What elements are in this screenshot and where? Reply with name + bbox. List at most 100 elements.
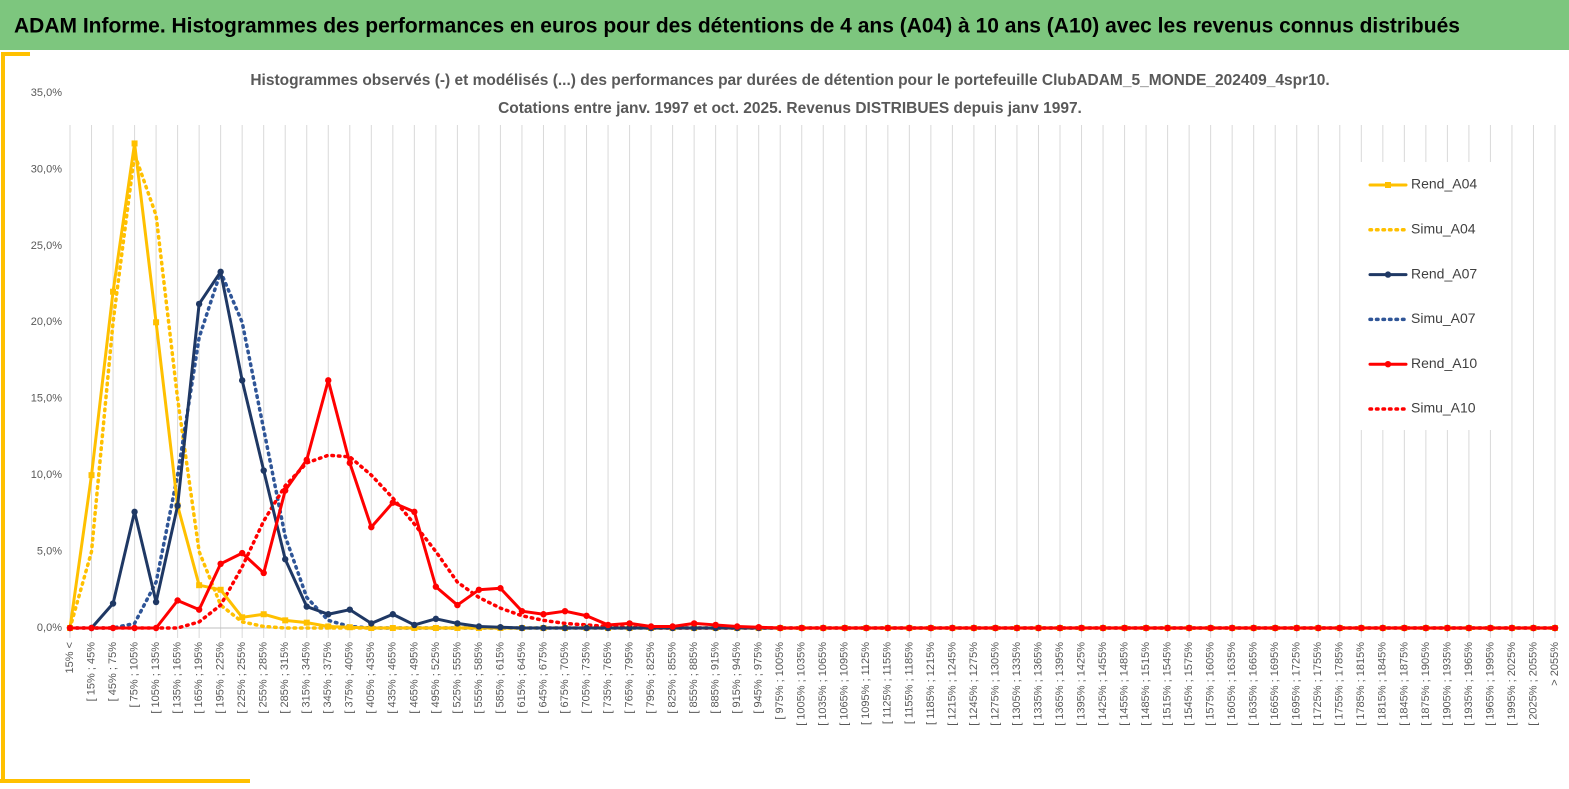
- point: [733, 623, 741, 630]
- y-tick-label: 30,0%: [31, 163, 62, 175]
- point: [174, 502, 181, 509]
- point: [906, 624, 913, 632]
- page-title: ADAM Informe. Histogrammes des performan…: [14, 15, 1460, 38]
- x-tick-label: [ 1965% ; 1995%: [1484, 642, 1496, 726]
- x-tick-label: 15% <: [64, 642, 76, 674]
- x-tick-label: [ 1455% ; 1485%: [1118, 642, 1130, 726]
- legend-marker: [1385, 182, 1391, 188]
- x-tick-label: [ 225% ; 255%: [236, 642, 248, 714]
- x-tick-label: [ 135% ; 165%: [172, 642, 184, 714]
- point: [282, 487, 289, 494]
- point: [432, 615, 440, 623]
- x-tick-label: [ 555% ; 585%: [473, 642, 485, 714]
- point: [131, 140, 138, 147]
- y-tick-label: 5,0%: [37, 545, 62, 557]
- x-tick-label: [ 1695% ; 1725%: [1291, 642, 1303, 726]
- x-tick-label: [ 315% ; 345%: [301, 642, 313, 714]
- point: [1121, 624, 1128, 632]
- point: [454, 625, 461, 631]
- legend-marker: [1384, 271, 1392, 278]
- x-tick-label: [ 1665% ; 1695%: [1269, 642, 1281, 726]
- point: [604, 621, 612, 629]
- point: [1315, 624, 1322, 632]
- x-tick-label: [ 675% ; 705%: [559, 642, 571, 714]
- header-bar: [0, 0, 1569, 50]
- point: [970, 624, 978, 632]
- point: [152, 624, 160, 632]
- point: [1272, 624, 1279, 632]
- point: [690, 620, 698, 627]
- x-tick-label: [ 1905% ; 1935%: [1441, 642, 1453, 726]
- point: [260, 467, 267, 474]
- x-tick-label: [ 165% ; 195%: [193, 642, 205, 714]
- point: [1207, 624, 1214, 632]
- x-tick-label: [ 705% ; 735%: [580, 642, 592, 714]
- point: [1142, 624, 1150, 632]
- legend-label: Simu_A07: [1411, 310, 1476, 326]
- point: [346, 624, 353, 631]
- point: [1250, 624, 1257, 632]
- point: [1422, 624, 1430, 632]
- point: [561, 607, 569, 615]
- x-tick-label: [ 1305% ; 1335%: [1011, 642, 1023, 726]
- point: [1035, 624, 1042, 632]
- point: [303, 456, 310, 464]
- x-tick-label: [ 45% ; 75%: [107, 642, 119, 702]
- point: [389, 611, 397, 618]
- point: [174, 597, 181, 604]
- point: [540, 611, 547, 618]
- point: [1358, 624, 1365, 632]
- point: [841, 624, 848, 632]
- point: [1164, 624, 1171, 632]
- point: [583, 612, 590, 619]
- x-tick-label: [ 1155% ; 1185%: [903, 642, 915, 724]
- point: [669, 623, 676, 630]
- point: [303, 603, 310, 610]
- point: [238, 549, 246, 557]
- legend-label: Rend_A07: [1411, 265, 1477, 281]
- x-tick-label: [ 525% ; 555%: [451, 642, 463, 714]
- x-tick-label: [ 1275% ; 1305%: [989, 642, 1001, 726]
- point: [432, 583, 440, 590]
- point: [863, 624, 870, 632]
- point: [195, 606, 203, 613]
- x-tick-label: [ 1845% ; 1875%: [1398, 642, 1410, 726]
- y-tick-label: 35,0%: [31, 87, 62, 99]
- point: [949, 624, 956, 632]
- point: [411, 621, 418, 629]
- point: [195, 300, 203, 308]
- point: [88, 624, 95, 632]
- point: [389, 499, 397, 506]
- y-tick-label: 20,0%: [31, 316, 62, 328]
- point: [238, 377, 246, 384]
- point: [1013, 624, 1021, 632]
- point: [368, 523, 375, 531]
- x-tick-label: [ 255% ; 285%: [258, 642, 270, 714]
- legend-box: [1360, 162, 1500, 430]
- x-tick-label: [ 285% ; 315%: [279, 642, 291, 714]
- point: [131, 624, 138, 632]
- x-tick-label: [ 645% ; 675%: [537, 642, 549, 714]
- x-tick-label: [ 1605% ; 1635%: [1226, 642, 1238, 726]
- point: [1465, 624, 1473, 632]
- x-tick-label: [ 1005% ; 1035%: [796, 642, 808, 726]
- point: [1508, 624, 1516, 632]
- point: [1487, 624, 1494, 632]
- point: [153, 319, 160, 326]
- x-tick-label: [ 1785% ; 1815%: [1355, 642, 1367, 726]
- x-tick-label: [ 1545% ; 1575%: [1183, 642, 1195, 726]
- point: [66, 624, 74, 632]
- point: [1551, 624, 1559, 632]
- x-tick-label: [ 1935% ; 1965%: [1463, 642, 1475, 726]
- point: [454, 620, 461, 627]
- x-tick-label: [ 945% ; 975%: [753, 642, 765, 714]
- x-tick-label: [ 1125% ; 1155%: [882, 642, 894, 724]
- point: [368, 625, 375, 631]
- point: [540, 624, 547, 632]
- point: [239, 614, 246, 621]
- x-tick-label: [ 1095% ; 1125%: [860, 642, 872, 725]
- point: [217, 268, 224, 276]
- x-tick-label: [ 825% ; 855%: [667, 642, 679, 714]
